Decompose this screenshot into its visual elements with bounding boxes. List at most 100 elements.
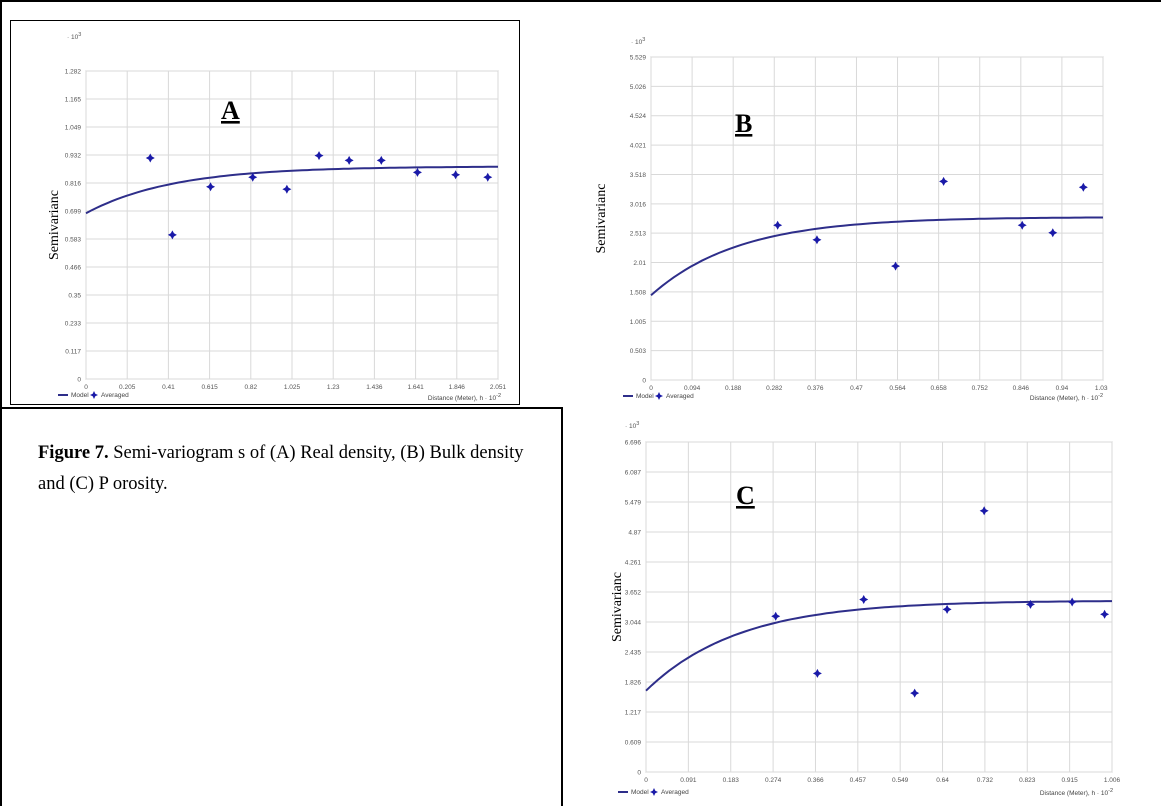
data-point-c bbox=[979, 506, 989, 516]
model-curve-c bbox=[645, 600, 1112, 692]
legend-model-label-c: Model bbox=[631, 789, 649, 796]
x-tick-label-c: 0.549 bbox=[892, 777, 909, 784]
x-tick-label-a: 1.23 bbox=[327, 384, 340, 391]
x-axis-label-a: Distance (Meter), h · 10-2 bbox=[428, 393, 501, 402]
y-multiplier-exp-c: 3 bbox=[636, 421, 639, 427]
data-point-b bbox=[1078, 182, 1088, 192]
y-tick-label-b: 2.01 bbox=[633, 260, 646, 267]
x-axis-label-exp-a: -2 bbox=[496, 393, 501, 399]
legend-model-label-b: Model bbox=[636, 393, 654, 400]
x-tick-label-b: 0.752 bbox=[972, 385, 989, 392]
x-tick-label-a: 0.82 bbox=[244, 384, 257, 391]
y-axis-label-a: Semivarianc bbox=[47, 190, 62, 260]
data-point-a bbox=[344, 155, 354, 165]
chart-panel-c: 0 0.091 0.183 0.274 0.366 0.457 0.549 0.64 0.732… bbox=[593, 416, 1133, 799]
legend-averaged-label-c: Averaged bbox=[661, 789, 689, 796]
y-tick-label-a: 0.35 bbox=[68, 293, 81, 300]
x-tick-label-a: 0 bbox=[84, 384, 88, 391]
y-tick-label-a: 0.233 bbox=[65, 321, 82, 328]
data-point-b bbox=[1048, 228, 1058, 238]
x-tick-label-b: 0.47 bbox=[850, 385, 863, 392]
x-tick-label-a: 1.436 bbox=[366, 384, 383, 391]
chart-b-svg: 0 0.094 0.188 0.282 0.376 0.47 0.564 0.658 0.752… bbox=[594, 37, 1108, 402]
y-multiplier-exp-b: 3 bbox=[642, 37, 645, 43]
x-tick-label-b: 0.94 bbox=[1056, 385, 1069, 392]
y-tick-label-c: 6.696 bbox=[625, 440, 642, 447]
legend-averaged-swatch-c bbox=[650, 788, 658, 796]
y-tick-label-c: 5.479 bbox=[625, 500, 642, 507]
data-point-a bbox=[167, 230, 177, 240]
x-tick-label-b: 1.035 bbox=[1095, 385, 1108, 392]
y-tick-label-c: 1.217 bbox=[625, 710, 642, 717]
data-point-a bbox=[145, 153, 155, 163]
legend-averaged-label-a: Averaged bbox=[101, 392, 129, 399]
data-point-b bbox=[812, 235, 822, 245]
data-point-a bbox=[282, 184, 292, 194]
data-point-a bbox=[412, 167, 422, 177]
y-tick-label-a: 1.049 bbox=[65, 125, 82, 132]
y-tick-label-c: 3.652 bbox=[625, 590, 642, 597]
x-tick-label-b: 0.094 bbox=[684, 385, 701, 392]
chart-title-c: C bbox=[736, 481, 755, 510]
data-point-c bbox=[1025, 599, 1035, 609]
y-tick-label-b: 2.513 bbox=[630, 231, 647, 238]
y-tick-label-a: 1.282 bbox=[65, 69, 82, 76]
data-point-b bbox=[891, 261, 901, 271]
x-tick-label-c: 1.006 bbox=[1104, 777, 1121, 784]
chart-c-svg: 0 0.091 0.183 0.274 0.366 0.457 0.549 0.64 0.732… bbox=[610, 421, 1121, 797]
chart-title-a: A bbox=[221, 96, 240, 125]
x-tick-label-a: 0.41 bbox=[162, 384, 175, 391]
x-tick-label-c: 0.823 bbox=[1019, 777, 1036, 784]
chart-a-svg: 0 0.205 0.41 0.615 0.82 1.025 1.23 1.436 1.641 1.… bbox=[47, 32, 507, 402]
x-tick-label-c: 0 bbox=[644, 777, 648, 784]
x-axis-label-exp-b: -2 bbox=[1098, 393, 1103, 399]
y-tick-label-b: 4.524 bbox=[630, 113, 647, 120]
y-tick-label-a: 0 bbox=[77, 377, 81, 384]
data-point-c bbox=[812, 668, 822, 678]
data-point-a bbox=[206, 182, 216, 192]
y-tick-label-a: 0.816 bbox=[65, 181, 82, 188]
data-point-c bbox=[1067, 597, 1077, 607]
x-tick-label-a: 1.846 bbox=[449, 384, 466, 391]
model-curve-b bbox=[650, 216, 1103, 297]
y-multiplier-exp-a: 3 bbox=[78, 32, 81, 38]
y-tick-label-b: 4.021 bbox=[630, 143, 647, 150]
legend-averaged-label-b: Averaged bbox=[666, 393, 694, 400]
y-axis-label-b: Semivarianc bbox=[594, 184, 609, 254]
y-axis-label-c: Semivarianc bbox=[610, 572, 625, 642]
x-tick-label-c: 0.366 bbox=[807, 777, 824, 784]
y-tick-label-a: 0.932 bbox=[65, 153, 82, 160]
y-tick-label-b: 3.016 bbox=[630, 201, 647, 208]
frame-left bbox=[0, 0, 2, 806]
y-tick-label-b: 1.005 bbox=[630, 319, 647, 326]
data-point-c bbox=[910, 688, 920, 698]
x-tick-label-a: 1.025 bbox=[284, 384, 301, 391]
y-tick-label-a: 0.117 bbox=[65, 349, 81, 356]
x-axis-label-b: Distance (Meter), h · 10-2 bbox=[1030, 393, 1103, 402]
x-tick-label-b: 0.282 bbox=[766, 385, 783, 392]
data-point-c bbox=[942, 604, 952, 614]
x-axis-label-c: Distance (Meter), h · 10-2 bbox=[1040, 788, 1113, 797]
y-tick-label-b: 5.026 bbox=[630, 84, 647, 91]
y-tick-label-c: 4.261 bbox=[625, 560, 642, 567]
data-point-a bbox=[248, 172, 258, 182]
y-tick-label-c: 0 bbox=[637, 770, 641, 777]
y-tick-label-a: 0.583 bbox=[65, 237, 82, 244]
frame-mid-vertical bbox=[561, 407, 563, 806]
model-curve-a bbox=[85, 165, 498, 215]
x-tick-label-c: 0.183 bbox=[723, 777, 740, 784]
x-tick-label-c: 0.915 bbox=[1061, 777, 1078, 784]
x-tick-label-a: 1.641 bbox=[407, 384, 424, 391]
y-tick-label-b: 5.529 bbox=[630, 55, 647, 62]
x-axis-label-exp-c: -2 bbox=[1108, 788, 1113, 794]
y-tick-label-c: 6.087 bbox=[625, 470, 642, 477]
x-tick-label-a: 0.205 bbox=[119, 384, 136, 391]
data-point-b bbox=[939, 176, 949, 186]
y-tick-label-c: 0.609 bbox=[625, 740, 642, 747]
y-tick-label-c: 4.87 bbox=[628, 530, 641, 537]
y-tick-label-b: 3.518 bbox=[630, 172, 647, 179]
data-point-b bbox=[1017, 220, 1027, 230]
y-tick-label-a: 1.165 bbox=[65, 97, 82, 104]
y-multiplier-b: · 103 bbox=[631, 37, 645, 46]
y-multiplier-c: · 103 bbox=[625, 421, 639, 430]
